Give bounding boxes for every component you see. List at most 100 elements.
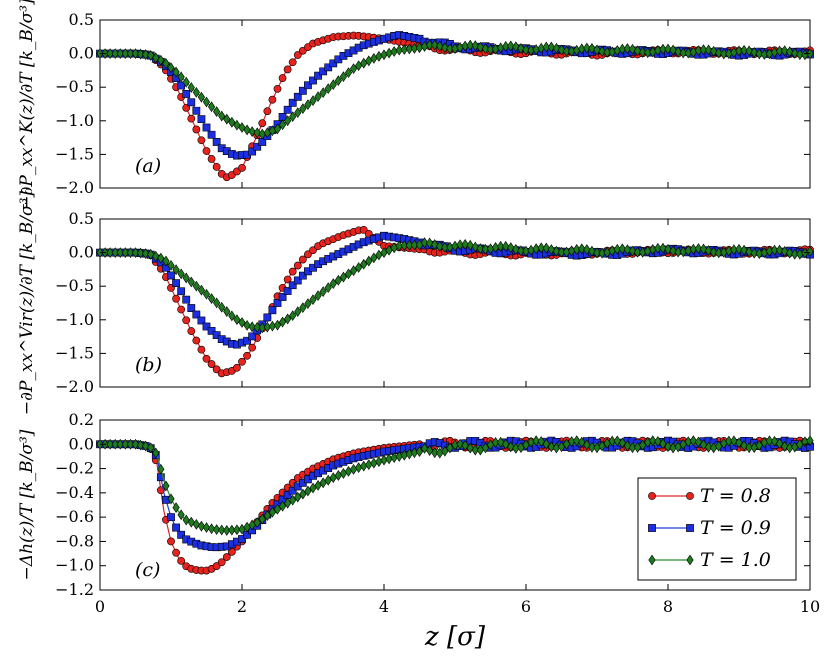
panel-a-point [197, 115, 206, 124]
panel-b-point [497, 240, 505, 252]
panel-b-ytick-label: −1.5 [55, 343, 94, 362]
panel-a-point [659, 43, 667, 55]
panel-b-point [248, 343, 257, 352]
panel-b-ylabel: −∂P_xx^Vir(z)/∂T [k_B/σ³] [17, 191, 37, 415]
panel-a-point [344, 67, 353, 79]
panel-a-point [639, 46, 647, 58]
panel-b-point [142, 248, 150, 259]
panel-a-point [187, 114, 196, 123]
panel-b-point [238, 357, 246, 366]
panel-b-point [278, 316, 287, 328]
panel-c-point [725, 435, 733, 447]
panel-b-point [507, 242, 515, 253]
panel-a-point [796, 49, 804, 61]
panel-b-point [750, 247, 758, 259]
panel-c-point [380, 454, 388, 466]
panel-a-point [192, 106, 201, 115]
x-tick-label: 10 [800, 597, 820, 616]
panel-a-point [390, 46, 398, 57]
panel-c-point [228, 524, 236, 536]
x-tick-label: 6 [521, 597, 531, 616]
panel-b-point [699, 243, 708, 255]
panel-a-point [126, 48, 135, 60]
panel-b-point [197, 284, 206, 296]
panel-c-point [613, 435, 621, 447]
panel-b-point [704, 245, 713, 256]
panel-c-point [116, 438, 124, 450]
panel-b-point [654, 242, 662, 254]
panel-b-point [633, 246, 642, 258]
panel-a-point [314, 91, 322, 103]
panel-a-point [431, 39, 439, 51]
panel-a-point [284, 115, 292, 127]
panel-a-point [710, 45, 718, 57]
legend-marker [686, 524, 694, 532]
panel-b-point [400, 240, 408, 251]
panel-a-point [283, 105, 292, 114]
panel-b-point [289, 310, 297, 322]
panel-c-point [517, 442, 525, 454]
panel-c-point [111, 438, 119, 450]
panel-a-point [349, 63, 358, 75]
panel-a-point [289, 111, 297, 123]
panel-c-point [344, 466, 353, 477]
x-tick-label: 0 [95, 597, 105, 616]
panel-a-point [507, 40, 515, 52]
panel-c-ytick-label: −1.2 [55, 580, 94, 599]
panel-c-point [532, 435, 540, 447]
panel-a-point [674, 46, 682, 58]
panel-b-point [182, 272, 190, 284]
panel-c-point [522, 439, 530, 451]
panel-a-point [106, 48, 114, 60]
panel-c-point [162, 495, 170, 504]
panel-b-point [309, 294, 317, 306]
panel-a-point [177, 71, 185, 83]
panel-c-point [507, 441, 515, 453]
panel-b-point [202, 288, 211, 300]
legend-label: T = 0.8 [700, 485, 771, 507]
panel-c-point [446, 442, 454, 454]
panel-c-point [223, 525, 231, 536]
panel-c-point [162, 480, 170, 492]
panel-b-point [299, 302, 307, 314]
panel-c-point [202, 522, 211, 533]
panel-a-point [172, 66, 180, 78]
panel-a-point [283, 65, 292, 74]
legend: T = 0.8 T = 0.9 T = 1.0 [637, 477, 797, 581]
panel-b-point [740, 244, 748, 256]
panel-b-point [674, 246, 682, 258]
panel-b-point [167, 259, 175, 271]
panel-b-point [116, 247, 124, 259]
panel-b-point [355, 262, 363, 273]
panel-a-point [598, 46, 606, 57]
panel-a-point [212, 162, 221, 171]
panel-c-point [157, 463, 165, 475]
panel-c-point [704, 441, 713, 453]
panel-a-point [481, 43, 490, 55]
panel-b-point [659, 242, 667, 254]
legend-label: T = 0.9 [700, 517, 771, 539]
panel-b-point [294, 306, 302, 318]
panel-b-point [578, 243, 586, 255]
panel-b-point [365, 255, 373, 267]
panel-b-point [172, 279, 180, 288]
panel-a-point [375, 50, 383, 62]
panel-a-point [715, 47, 723, 59]
panel-c-point [177, 509, 185, 521]
panel-c-point [152, 447, 160, 459]
panel-a-frame [99, 19, 811, 189]
panel-c-point [735, 437, 743, 449]
panel-b-point [111, 247, 119, 259]
panel-a-point [228, 116, 236, 128]
panel-c-point [431, 447, 439, 459]
panel-a-point [699, 44, 708, 56]
legend-box [637, 477, 797, 581]
panel-c-point [273, 503, 282, 515]
panel-a-point [334, 75, 342, 87]
panel-a-point [562, 45, 571, 57]
panel-b-point [426, 237, 434, 249]
panel-c-point [694, 436, 703, 448]
panel-b-point [213, 297, 221, 309]
panel-c-point [715, 440, 723, 452]
